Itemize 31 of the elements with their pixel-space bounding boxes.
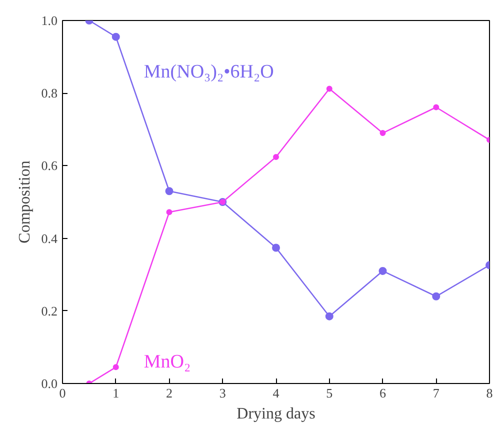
x-tick-label: 5 — [326, 386, 333, 400]
x-tick-label: 7 — [432, 386, 440, 400]
point — [326, 86, 332, 92]
x-tick-label: 6 — [380, 386, 386, 400]
x-tick-label: 1 — [112, 386, 120, 400]
point — [433, 104, 440, 110]
series-label: MnO₂ — [144, 352, 191, 373]
point — [378, 266, 387, 275]
x-tick-label: 8 — [486, 386, 493, 400]
point — [273, 154, 279, 160]
y-tick-label: 0.8 — [41, 86, 58, 101]
point — [112, 32, 120, 41]
x-axis-title: Drying days — [236, 406, 316, 422]
point — [112, 364, 119, 370]
y-tick-label: 0.2 — [41, 303, 58, 318]
point — [272, 244, 280, 252]
y-tick-label: 0.4 — [41, 230, 58, 246]
y-tick-label: 1.0 — [41, 13, 58, 28]
x-tick-label: 0 — [59, 386, 66, 400]
x-tick-label: 4 — [272, 386, 280, 400]
point — [380, 130, 386, 136]
point — [325, 312, 334, 320]
series-label: Mn(NO₃)₂•6H₂O — [144, 61, 274, 82]
point — [165, 187, 174, 196]
x-tick-label: 2 — [166, 386, 172, 400]
point — [432, 292, 440, 300]
x-tick-label: 3 — [219, 386, 226, 400]
y-tick-label: 0.6 — [41, 158, 58, 174]
y-axis-title: Composition — [16, 160, 34, 244]
point — [166, 209, 172, 216]
y-tick-label: 0.0 — [41, 376, 58, 391]
